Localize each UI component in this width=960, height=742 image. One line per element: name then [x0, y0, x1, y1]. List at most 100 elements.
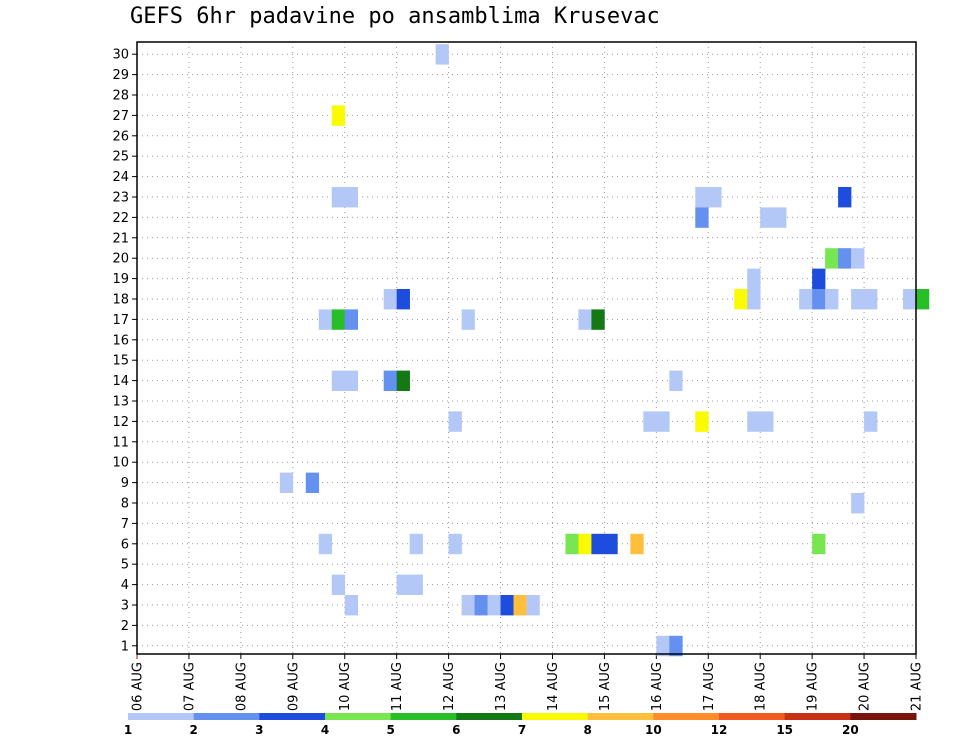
precip-cell: [851, 493, 865, 514]
y-tick-label: 18: [112, 293, 129, 308]
y-tick-label: 3: [121, 599, 129, 614]
legend-label: 15: [776, 723, 793, 737]
precip-cell: [279, 472, 294, 493]
x-tick-label: 15 AUG: [598, 662, 613, 711]
x-tick-label: 19 AUG: [806, 662, 821, 711]
precip-cell: [851, 289, 865, 310]
x-tick-label: 14 AUG: [546, 662, 561, 711]
precip-cell: [773, 207, 787, 228]
precip-cell: [812, 289, 826, 310]
legend-swatch: [850, 713, 917, 720]
precip-cell: [669, 635, 683, 657]
precip-cell: [344, 370, 359, 391]
y-tick-label: 30: [112, 48, 129, 63]
x-tick-label: 06 AUG: [131, 662, 146, 711]
x-tick-label: 20 AUG: [858, 662, 873, 711]
precip-cell: [695, 187, 709, 208]
legend-swatch: [128, 713, 195, 720]
y-tick-label: 6: [121, 537, 129, 552]
x-tick-label: 21 AUG: [910, 662, 925, 711]
legend-label: 10: [645, 723, 662, 737]
precip-cell: [396, 574, 410, 595]
precip-cell: [838, 187, 852, 208]
x-tick-label: 17 AUG: [702, 662, 717, 711]
precip-cell: [708, 187, 722, 208]
y-tick-label: 5: [121, 558, 129, 573]
precip-cell: [747, 268, 761, 289]
precip-cell: [474, 595, 488, 616]
y-tick-label: 8: [121, 497, 129, 512]
legend-label: 4: [321, 723, 329, 737]
precip-cell: [630, 533, 644, 555]
precip-cell: [656, 635, 670, 657]
precip-cell: [331, 309, 346, 330]
precip-cell: [487, 595, 501, 616]
legend-label: 2: [189, 723, 197, 737]
x-tick-label: 08 AUG: [234, 662, 249, 711]
precip-cell: [825, 289, 839, 310]
x-tick-label: 18 AUG: [754, 662, 769, 711]
y-tick-label: 14: [112, 374, 129, 389]
y-tick-label: 20: [112, 252, 129, 267]
precip-cell: [331, 105, 346, 126]
precip-cell: [435, 44, 449, 65]
y-tick-label: 15: [112, 354, 129, 369]
precip-cell: [851, 248, 865, 269]
precip-cell: [747, 411, 761, 432]
legend-label: 6: [452, 723, 460, 737]
legend-label: 7: [518, 723, 526, 737]
precip-cell: [799, 289, 813, 310]
y-tick-label: 26: [112, 129, 129, 144]
y-tick-label: 2: [121, 619, 129, 634]
precip-cell: [448, 533, 462, 555]
precip-cell: [331, 187, 346, 208]
x-tick-label: 11 AUG: [390, 662, 405, 711]
y-tick-label: 11: [112, 435, 129, 450]
y-tick-label: 29: [112, 68, 129, 83]
y-tick-label: 28: [112, 89, 129, 104]
legend-swatch: [259, 713, 326, 720]
y-tick-label: 21: [112, 231, 129, 246]
x-tick-label: 10 AUG: [338, 662, 353, 711]
legend-label: 12: [711, 723, 728, 737]
precip-cell: [461, 309, 475, 330]
x-tick-label: 07 AUG: [182, 662, 197, 711]
precip-cell: [344, 595, 359, 616]
precip-cell: [500, 595, 514, 616]
precip-cell: [383, 289, 397, 310]
legend-swatch: [456, 713, 523, 720]
x-tick-label: 12 AUG: [442, 662, 457, 711]
y-tick-label: 25: [112, 150, 129, 165]
precip-cell: [864, 289, 878, 310]
precip-cell: [760, 411, 774, 432]
legend-swatch: [653, 713, 720, 720]
precip-cell: [747, 289, 761, 310]
precip-cell: [812, 268, 826, 289]
precip-cell: [565, 533, 579, 555]
precip-cell: [695, 207, 709, 228]
precip-cell: [513, 595, 527, 616]
precip-cell: [409, 533, 423, 555]
precip-cell: [591, 533, 605, 555]
y-tick-label: 7: [121, 517, 129, 532]
precip-cell: [734, 289, 748, 310]
y-tick-label: 27: [112, 109, 129, 124]
y-tick-label: 23: [112, 191, 129, 206]
precip-cell: [695, 411, 709, 432]
precip-cell: [331, 370, 346, 391]
legend-swatch: [522, 713, 589, 720]
legend-swatch: [719, 713, 786, 720]
precip-cell: [526, 595, 540, 616]
precip-cell: [591, 309, 605, 330]
plot-border: [136, 41, 917, 655]
x-tick-label: 13 AUG: [494, 662, 509, 711]
precip-cell: [760, 207, 774, 228]
precip-cell: [604, 533, 618, 555]
legend-label: 5: [386, 723, 394, 737]
precip-cell: [344, 187, 359, 208]
precip-cell: [578, 309, 592, 330]
plot-area: [137, 42, 916, 654]
precip-cell: [305, 472, 320, 493]
precip-cell: [409, 574, 423, 595]
legend-swatch: [325, 713, 392, 720]
